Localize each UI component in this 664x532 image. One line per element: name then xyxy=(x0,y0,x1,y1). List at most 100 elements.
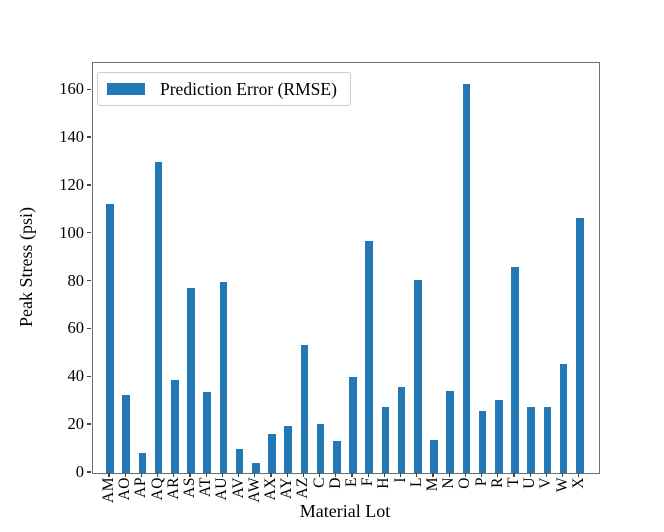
y-tick-mark xyxy=(87,375,91,377)
bar-O xyxy=(462,84,471,473)
x-tick-label: AR xyxy=(164,477,182,500)
bar-AM xyxy=(106,203,114,473)
x-tick-mark xyxy=(286,473,288,477)
bar-AS xyxy=(187,287,195,473)
x-tick-label: AS xyxy=(181,477,198,498)
bar-AQ xyxy=(154,162,163,473)
x-tick-mark xyxy=(335,473,337,477)
x-tick-label: W xyxy=(553,477,571,493)
x-tick-label: AO xyxy=(116,477,134,501)
bar-F xyxy=(365,241,373,473)
legend-label: Prediction Error (RMSE) xyxy=(160,78,337,99)
x-tick-label: AZ xyxy=(294,477,312,499)
x-tick-mark xyxy=(270,473,272,477)
x-tick-mark xyxy=(529,473,531,477)
x-tick-label: F xyxy=(359,477,377,487)
x-tick-label: T xyxy=(505,477,522,487)
y-tick-label: 40 xyxy=(67,366,85,386)
bar-P xyxy=(478,410,487,473)
bar-E xyxy=(349,377,357,473)
y-tick-mark xyxy=(87,423,91,425)
x-tick-label: V xyxy=(537,477,555,489)
x-tick-mark xyxy=(464,473,467,477)
bar-AU xyxy=(219,281,228,473)
x-tick-label: I xyxy=(391,477,409,483)
x-tick-label: AW xyxy=(245,477,263,503)
bar-AW xyxy=(252,463,260,473)
bar-D xyxy=(333,440,341,473)
x-tick-mark xyxy=(156,473,159,477)
x-tick-mark xyxy=(416,473,418,477)
x-tick-mark xyxy=(367,473,369,477)
x-tick-mark xyxy=(124,473,126,477)
bar-X xyxy=(576,218,584,473)
x-axis-title: Material Lot xyxy=(299,501,391,521)
x-tick-label: AQ xyxy=(148,477,166,501)
x-tick-mark xyxy=(480,473,483,477)
y-tick-label: 120 xyxy=(59,174,84,194)
x-tick-mark xyxy=(237,473,240,477)
x-tick-label: L xyxy=(407,477,425,487)
x-tick-mark xyxy=(189,473,191,477)
y-tick-label: 0 xyxy=(75,462,84,481)
x-tick-label: AV xyxy=(229,477,247,499)
x-tick-label: AX xyxy=(262,477,279,501)
plot-area xyxy=(92,62,600,474)
x-tick-mark xyxy=(221,473,224,477)
x-tick-label: C xyxy=(310,477,328,488)
x-tick-label: O xyxy=(456,477,474,489)
x-tick-mark xyxy=(108,473,110,477)
y-tick-label: 80 xyxy=(67,270,85,290)
y-tick-mark xyxy=(87,279,91,282)
y-tick-label: 20 xyxy=(67,414,85,434)
bar-U xyxy=(527,407,535,473)
x-tick-label: AT xyxy=(197,477,215,497)
bar-I xyxy=(397,386,406,473)
x-tick-mark xyxy=(318,473,321,477)
x-tick-mark xyxy=(302,473,305,477)
x-tick-mark xyxy=(173,473,175,477)
x-tick-mark xyxy=(383,473,386,477)
legend: Prediction Error (RMSE) xyxy=(97,72,351,106)
x-tick-label: X xyxy=(569,477,587,489)
y-tick-mark xyxy=(87,327,91,330)
y-tick-mark xyxy=(87,136,91,138)
bar-AX xyxy=(268,433,276,473)
x-tick-label: R xyxy=(488,477,506,488)
bar-AR xyxy=(171,379,179,473)
x-tick-mark xyxy=(254,473,256,477)
y-tick-mark xyxy=(87,471,91,473)
bar-AV xyxy=(235,449,244,473)
x-tick-label: D xyxy=(326,477,344,489)
bar-W xyxy=(559,364,568,473)
bar-N xyxy=(446,390,454,473)
x-tick-mark xyxy=(578,473,580,477)
x-tick-label: E xyxy=(343,477,360,487)
x-tick-mark xyxy=(448,473,450,477)
x-tick-label: U xyxy=(521,477,539,489)
x-tick-mark xyxy=(432,473,434,477)
bar-C xyxy=(316,424,325,473)
x-tick-label: AP xyxy=(132,477,150,498)
y-tick-mark xyxy=(87,88,91,90)
bar-T xyxy=(511,267,519,473)
y-tick-label: 100 xyxy=(59,222,84,242)
y-tick-label: 60 xyxy=(67,318,85,338)
x-tick-mark xyxy=(561,473,564,477)
x-tick-mark xyxy=(205,473,207,477)
x-tick-label: AY xyxy=(278,477,296,499)
x-tick-mark xyxy=(140,473,143,477)
bar-AO xyxy=(122,395,130,473)
x-tick-label: N xyxy=(440,477,458,489)
bar-M xyxy=(430,439,438,473)
y-tick-label: 140 xyxy=(59,127,84,147)
legend-swatch xyxy=(107,83,145,95)
bar-H xyxy=(381,407,390,473)
bar-AZ xyxy=(300,345,309,473)
y-tick-mark xyxy=(87,184,91,186)
x-tick-label: AM xyxy=(100,477,117,503)
bar-AT xyxy=(203,391,211,473)
y-axis-title: Peak Stress (psi) xyxy=(16,207,36,327)
bar-R xyxy=(495,400,503,473)
